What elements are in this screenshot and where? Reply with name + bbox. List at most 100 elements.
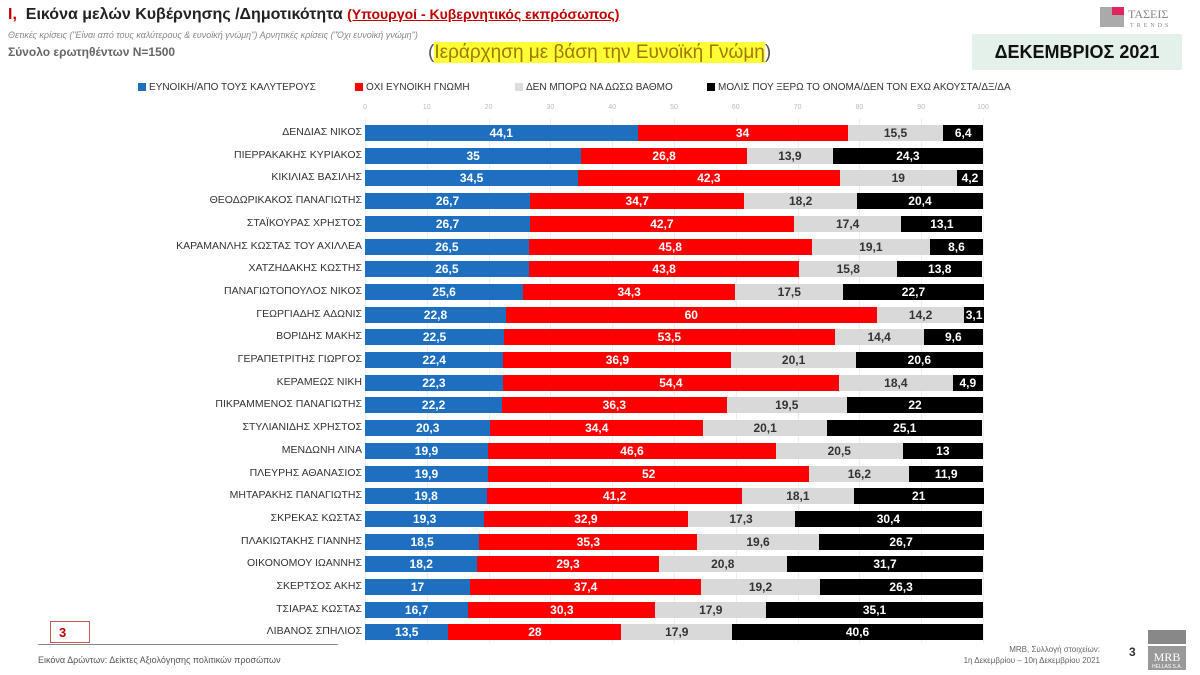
category-label: ΛΙΒΑΝΟΣ ΣΠΗΛΙΟΣ [266,625,362,638]
bar-segment: 60 [505,306,877,323]
x-tick-label: 10 [422,104,431,111]
title-subtitle: (Υπουργοί - Κυβερνητικός εκπρόσωπος) [347,6,620,22]
legend-label: ΕΥΝΟΙΚΗ/ΑΠΟ ΤΟΥΣ ΚΑΛΥΤΕΡΟΥΣ [149,82,316,93]
bar-segment: 17,3 [687,510,795,527]
paren-close: ) [764,42,772,63]
x-tick-label: 100 [977,104,989,111]
bar-segment: 17,9 [621,624,733,641]
bar-segment: 42,3 [578,170,840,187]
bar-segment: 3,1 [964,306,984,323]
bar-segment: 26,7 [818,533,984,550]
bar-segment: 52 [487,465,810,482]
bar-segment: 53,5 [504,329,835,346]
bar-segment: 19,9 [365,442,488,459]
category-label: ΠΑΝΑΓΙΩΤΟΠΟΥΛΟΣ ΝΙΚΟΣ [224,284,362,297]
source-line-2: 1η Δεκεμβρίου – 10η Δεκεμβρίου 2021 [963,656,1100,665]
svg-text:TRENDS: TRENDS [1130,23,1171,29]
bar-segment: 22,5 [365,329,505,346]
legend-item: ΕΥΝΟΙΚΗ/ΑΠΟ ΤΟΥΣ ΚΑΛΥΤΕΡΟΥΣ [138,82,316,93]
bar-segment: 40,6 [732,624,983,641]
legend-label: ΔΕΝ ΜΠΟΡΩ ΝΑ ΔΩΣΩ ΒΑΘΜΟ [526,82,673,93]
bar-segment: 20,1 [703,420,828,437]
bar-segment: 34,5 [365,170,579,187]
bar-segment: 14,2 [876,306,965,323]
bar-segment: 35,3 [479,533,698,550]
legend-swatch [355,83,363,91]
category-label: ΧΑΤΖΗΔΑΚΗΣ ΚΩΣΤΗΣ [248,262,362,275]
category-label: ΚΑΡΑΜΑΝΛΗΣ ΚΩΣΤΑΣ ΤΟΥ ΑΧΙΛΛΕΑ [176,239,362,252]
bar-segment: 44,1 [365,125,638,141]
ranking-text: Ιεράρχηση με βάση την Ευνοϊκή Γνώμη [434,42,765,63]
category-label: ΒΟΡΙΔΗΣ ΜΑΚΗΣ [276,330,362,343]
bar-segment: 13,1 [901,215,983,232]
bar-segment: 19,6 [697,533,819,550]
bar-segment: 14,4 [834,329,924,346]
bar-segment: 26,5 [365,261,529,278]
bar-segment: 45,8 [528,238,812,255]
bar-segment: 36,3 [502,397,727,414]
bar-segment: 22,4 [365,352,504,368]
legend-label: ΟΧΙ ΕΥΝΟΙΚΗ ΓΝΩΜΗ [366,82,470,93]
bar-segment: 22,2 [365,397,503,414]
x-tick-label: 60 [731,104,740,111]
title-number: I, [8,6,17,23]
x-tick-label: 50 [670,104,678,111]
bar-segment: 20,8 [658,556,788,573]
legend-item: ΔΕΝ ΜΠΟΡΩ ΝΑ ΔΩΣΩ ΒΑΘΜΟ [515,82,673,93]
category-label: ΟΙΚΟΝΟΜΟΥ ΙΩΑΝΝΗΣ [247,557,362,570]
bar-segment: 18,4 [839,374,953,391]
category-label: ΚΕΡΑΜΕΩΣ ΝΙΚΗ [276,375,362,388]
category-label: ΤΣΙΑΡΑΣ ΚΩΣΤΑΣ [276,602,362,615]
bar-segment: 30,4 [794,510,983,527]
bar-segment: 17,9 [655,601,767,618]
bar-segment: 9,6 [923,329,983,346]
legend-swatch [707,83,715,91]
legend-item: ΜΟΛΙΣ ΠΟΥ ΞΕΡΩ ΤΟ ΟΝΟΜΑ/ΔΕΝ ΤΟΝ ΕΧΩ ΑΚΟΥ… [707,82,1011,93]
bar-segment: 11,9 [909,465,983,482]
bar-segment: 20,3 [365,420,491,437]
bar-segment: 26,5 [365,238,529,255]
bar-segment: 32,9 [484,510,688,527]
bar-segment: 25,6 [365,283,524,300]
bar-segment: 46,6 [487,442,776,459]
bar-segment: 26,7 [365,215,530,232]
bar-segment: 34,3 [523,283,736,300]
bar-segment: 42,7 [530,215,794,232]
bar-segment: 17,5 [735,283,844,300]
bar-segment: 31,7 [787,556,983,573]
page-number: 3 [1129,645,1136,659]
title-text: Εικόνα μελών Κυβέρνησης /Δημοτικότητα [25,6,343,23]
legend-swatch [138,83,146,91]
source-line-1: MRB, Συλλογή στοιχείων: [1009,645,1100,654]
sample-size: Σύνολο ερωτηθέντων N=1500 [8,45,176,59]
bar-segment: 41,2 [487,488,742,505]
category-label: ΓΕΡΑΠΕΤΡΙΤΗΣ ΓΙΩΡΓΟΣ [237,353,362,365]
bar-segment: 6,4 [943,125,983,141]
legend-item: ΟΧΙ ΕΥΝΟΙΚΗ ΓΝΩΜΗ [355,82,470,93]
bar-segment: 16,2 [809,465,910,482]
bar-segment: 20,1 [731,352,856,368]
bar-segment: 37,4 [470,579,702,595]
legend-label: ΜΟΛΙΣ ΠΟΥ ΞΕΡΩ ΤΟ ΟΝΟΜΑ/ΔΕΝ ΤΟΝ ΕΧΩ ΑΚΟΥ… [718,82,1011,93]
category-label: ΠΙΚΡΑΜΜΕΝΟΣ ΠΑΝΑΓΙΩΤΗΣ [215,398,362,411]
bar-segment: 17 [365,579,471,595]
category-label: ΠΙΕΡΡΑΚΑΚΗΣ ΚΥΡΙΑΚΟΣ [233,148,362,161]
category-label: ΜΗΤΑΡΑΚΗΣ ΠΑΝΑΓΙΩΤΗΣ [229,489,362,502]
bar-segment: 18,2 [744,193,857,210]
category-label: ΣΚΕΡΤΣΟΣ ΑΚΗΣ [276,580,362,592]
bar-segment: 26,8 [581,147,747,164]
category-label: ΘΕΟΔΩΡΙΚΑΚΟΣ ΠΑΝΑΓΙΩΤΗΣ [209,194,362,207]
bar-segment: 35 [365,147,582,164]
bar-segment: 18,5 [365,533,480,550]
svg-text:ΤΑΣΕΙΣ: ΤΑΣΕΙΣ [1128,7,1168,21]
category-label: ΜΕΝΔΩΝΗ ΛΙΝΑ [281,443,362,456]
bar-segment: 36,9 [503,352,732,368]
bar-segment: 26,3 [819,579,983,595]
bar-segment: 34 [637,125,848,141]
bar-segment: 13,5 [365,624,449,641]
bar-segment: 25,1 [827,420,983,437]
x-tick-label: 0 [363,104,367,111]
bar-segment: 13,9 [746,147,833,164]
paren-open: ( [428,42,435,63]
